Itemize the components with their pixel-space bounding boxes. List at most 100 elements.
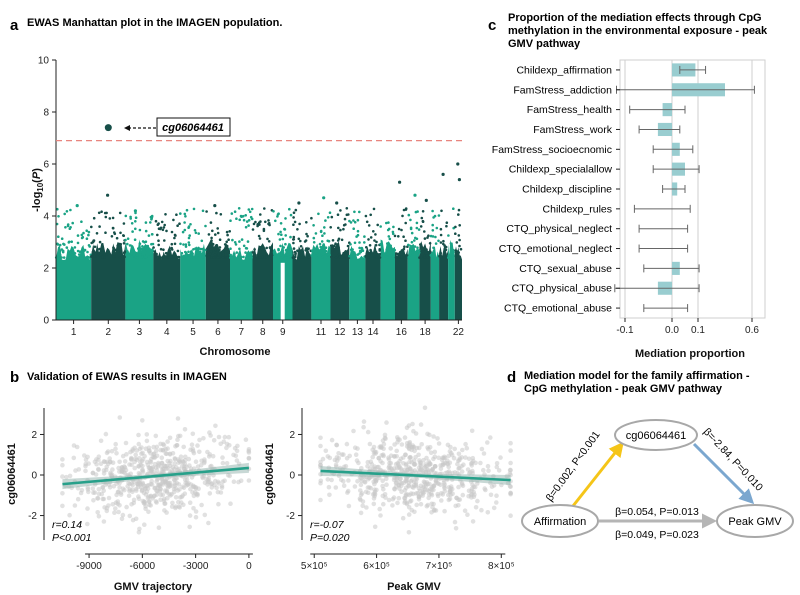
scatter-right-point <box>460 492 466 498</box>
panel-d-title-line-1: Mediation model for the family affirmati… <box>524 370 750 382</box>
scatter-right-xtick-label-1: 6×10⁵ <box>363 561 390 572</box>
scatter-right-point <box>325 454 331 459</box>
manhattan-point <box>219 253 222 257</box>
manhattan-point <box>189 250 193 253</box>
manhattan-point <box>342 251 345 255</box>
scatter-left-ytick-label--2: -2 <box>28 511 37 522</box>
manhattan-point <box>144 221 148 224</box>
scatter-left-point <box>131 497 137 503</box>
manhattan-point <box>86 250 89 254</box>
manhattan-point <box>199 250 202 254</box>
scatter-left-point <box>147 448 152 453</box>
scatter-left-point <box>127 462 132 467</box>
manhattan-point <box>274 219 277 223</box>
manhattan-point <box>423 256 426 259</box>
manhattan-point <box>237 207 241 210</box>
manhattan-point <box>456 254 459 257</box>
manhattan-point <box>327 239 331 243</box>
scatter-right-xtick-label-2: 7×10⁵ <box>426 561 453 572</box>
manhattan-xtick-label-12: 12 <box>334 327 346 338</box>
scatter-right-point <box>466 456 472 462</box>
scatter-right-point <box>418 422 424 427</box>
manhattan-point <box>184 215 187 218</box>
scatter-right-point <box>426 495 432 501</box>
scatter-left-point <box>199 458 204 464</box>
manhattan-point <box>445 224 448 228</box>
scatter-right-point <box>438 466 444 472</box>
scatter-right-point <box>446 497 452 503</box>
scatter-left-point <box>102 505 107 510</box>
mediation-category-label: Childexp_rules <box>543 203 612 215</box>
manhattan-point <box>244 225 248 229</box>
scatter-left-xlabel: GMV trajectory <box>114 581 193 593</box>
manhattan-point <box>443 244 446 247</box>
manhattan-point <box>318 253 322 256</box>
scatter-right-point <box>483 487 488 493</box>
manhattan-point <box>264 252 268 256</box>
manhattan-point <box>395 252 398 255</box>
manhattan-point <box>365 246 368 249</box>
scatter-right-point <box>475 498 480 504</box>
scatter-right-point <box>374 487 379 493</box>
manhattan-point <box>121 254 124 257</box>
scatter-right-point <box>413 431 419 436</box>
manhattan-point <box>150 214 154 218</box>
scatter-left-point <box>169 468 175 473</box>
manhattan-point <box>209 221 213 224</box>
manhattan-point <box>345 207 349 210</box>
manhattan-point <box>190 256 193 259</box>
manhattan-point <box>265 255 268 258</box>
scatter-right-point <box>318 480 323 486</box>
manhattan-point <box>301 255 305 259</box>
manhattan-point <box>215 211 218 215</box>
scatter-right-point <box>358 492 364 498</box>
scatter-left-point <box>96 486 102 492</box>
scatter-left-point <box>176 433 181 439</box>
manhattan-point <box>126 242 129 246</box>
manhattan-point <box>279 222 283 225</box>
panel-b-letter: b <box>10 369 19 386</box>
scatter-right-point <box>403 493 409 499</box>
scatter-left-point <box>122 487 127 493</box>
manhattan-point <box>334 242 337 245</box>
manhattan-point <box>157 243 160 247</box>
manhattan-point <box>342 227 345 231</box>
manhattan-point <box>358 210 361 214</box>
manhattan-point <box>248 210 252 214</box>
manhattan-xtick-label-3: 3 <box>137 327 143 338</box>
scatter-left-point <box>103 431 109 437</box>
scatter-left-point <box>179 494 184 500</box>
scatter-right-point <box>370 454 376 460</box>
manhattan-point <box>173 236 176 240</box>
scatter-right-point <box>358 510 364 516</box>
scatter-left-point <box>190 446 196 452</box>
manhattan-xtick-label-13: 13 <box>352 327 364 338</box>
manhattan-point <box>104 215 108 219</box>
scatter-right-point <box>471 489 477 495</box>
manhattan-point <box>298 222 301 226</box>
node-exposure <box>521 504 599 538</box>
manhattan-point <box>321 234 324 237</box>
scatter-left-point <box>146 482 151 488</box>
scatter-right-point <box>479 507 484 513</box>
scatter-right-point <box>367 441 373 447</box>
manhattan-point <box>440 255 443 258</box>
scatter-left-point <box>154 448 159 454</box>
manhattan-point <box>110 235 114 238</box>
manhattan-chr-block-15 <box>380 239 395 320</box>
mediation-category-label: FamStress_health <box>527 104 612 116</box>
manhattan-point <box>449 242 453 245</box>
manhattan-point <box>229 253 232 257</box>
scatter-left-point <box>183 454 188 460</box>
manhattan-point <box>179 212 182 215</box>
scatter-left-point <box>184 464 189 470</box>
scatter-right-point <box>448 488 453 493</box>
scatter-left-point <box>152 485 157 491</box>
scatter-right-point <box>494 461 500 466</box>
scatter-right-point <box>446 453 452 459</box>
manhattan-point <box>115 236 119 240</box>
scatter-right-point <box>355 479 360 484</box>
scatter-right-point <box>384 420 389 425</box>
scatter-right-point <box>367 466 373 471</box>
manhattan-point <box>58 253 62 257</box>
